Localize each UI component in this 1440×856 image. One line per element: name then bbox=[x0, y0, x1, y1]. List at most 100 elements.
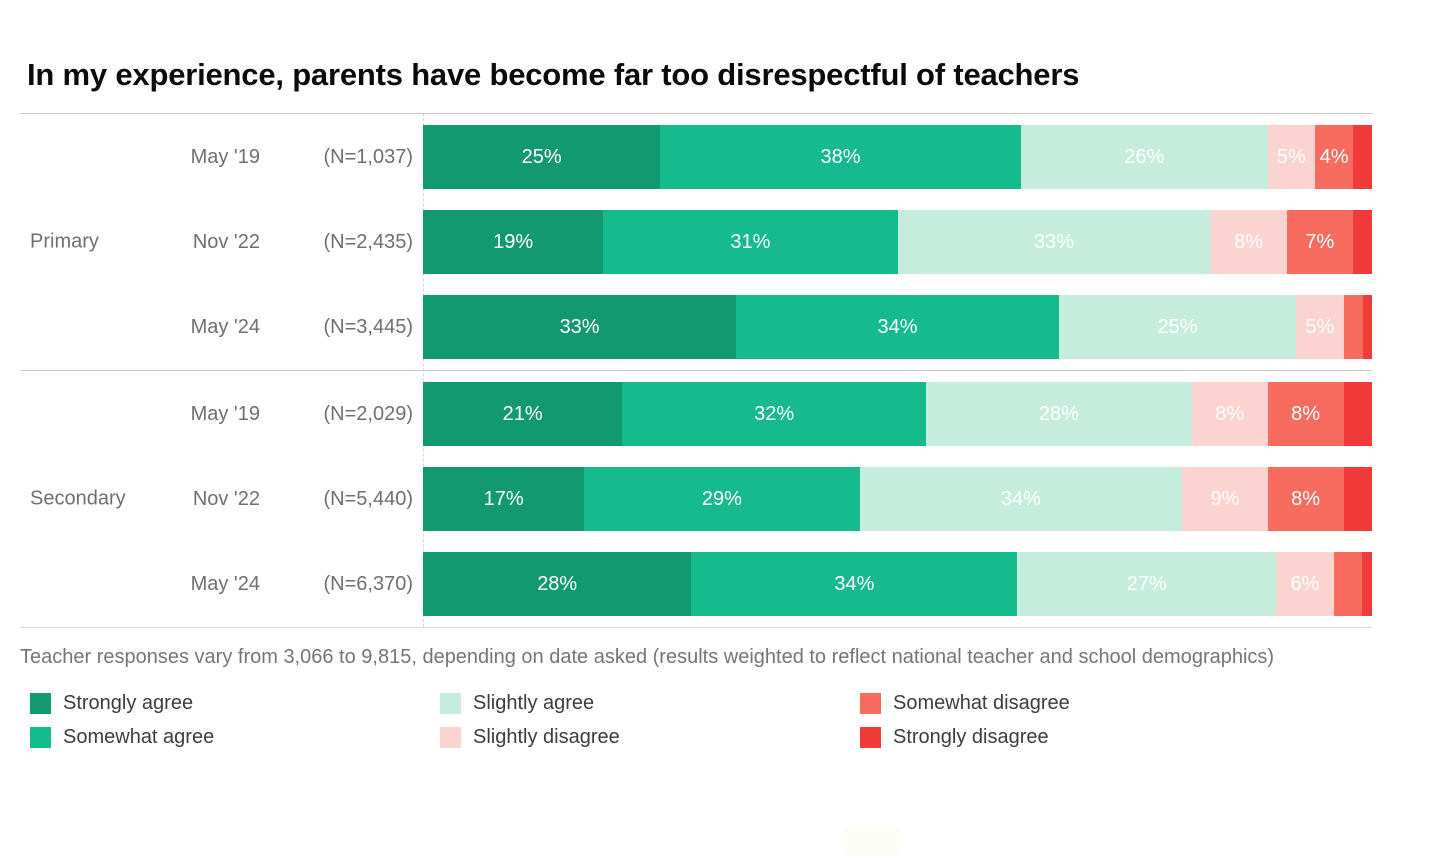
bar-segment-label: 7% bbox=[1305, 230, 1335, 253]
bar-segment-label: 33% bbox=[1034, 230, 1075, 253]
bar-segment-slightly-agree: 25% bbox=[1058, 295, 1297, 359]
stacked-bar: 19% 31% 33% 8% 7% bbox=[423, 210, 1373, 274]
bar-segment-somewhat-disagree: 8% bbox=[1267, 467, 1344, 531]
group-secondary: Secondary May '19 (N=2,029) 21% 32% 28% 8% 8% No… bbox=[20, 370, 1373, 627]
bar-segment-somewhat-agree: 29% bbox=[584, 467, 860, 531]
bar-segment-slightly-disagree: 8% bbox=[1210, 210, 1287, 274]
stacked-bar: 21% 32% 28% 8% 8% bbox=[423, 382, 1373, 446]
bar-segment-somewhat-disagree bbox=[1333, 552, 1363, 616]
bar-segment-label: 33% bbox=[559, 315, 600, 338]
bar-segment-strongly-agree: 21% bbox=[423, 382, 623, 446]
legend-item-strongly-agree: Strongly agree bbox=[30, 692, 440, 715]
legend-swatch-strongly-disagree bbox=[860, 727, 881, 748]
legend-label: Strongly agree bbox=[63, 692, 194, 714]
bar-segment-label: 27% bbox=[1126, 572, 1167, 595]
row-sample-size-label: (N=6,370) bbox=[323, 572, 414, 595]
bar-segment-label: 32% bbox=[754, 402, 795, 425]
bar-segment-slightly-disagree: 6% bbox=[1276, 552, 1334, 616]
bar-segment-label: 5% bbox=[1305, 315, 1335, 338]
legend-swatch-somewhat-agree bbox=[30, 727, 51, 748]
row-sample-size-label: (N=3,445) bbox=[323, 315, 414, 338]
bar-segment-slightly-disagree: 5% bbox=[1296, 295, 1344, 359]
bar-segment-slightly-agree: 26% bbox=[1020, 125, 1268, 189]
legend-label: Somewhat disagree bbox=[893, 692, 1070, 714]
bar-segment-label: 5% bbox=[1276, 145, 1306, 168]
bar-segment-strongly-agree: 33% bbox=[423, 295, 737, 359]
stacked-bar-chart: Primary May '19 (N=1,037) 25% 38% 26% 5% 4% Nov … bbox=[20, 113, 1373, 628]
row-date-label: May '24 bbox=[190, 315, 260, 338]
bar-segment-label: 8% bbox=[1215, 402, 1245, 425]
legend-item-slightly-agree: Slightly agree bbox=[440, 692, 860, 715]
bar-segment-label: 25% bbox=[521, 145, 562, 168]
chart-groups: Primary May '19 (N=1,037) 25% 38% 26% 5% 4% Nov … bbox=[20, 113, 1373, 627]
legend-item-strongly-disagree: Strongly disagree bbox=[860, 726, 1070, 749]
bar-segment-slightly-agree: 27% bbox=[1017, 552, 1277, 616]
bar-segment-strongly-disagree bbox=[1343, 382, 1373, 446]
legend-column: Strongly agree Somewhat agree bbox=[30, 692, 440, 749]
legend-item-somewhat-disagree: Somewhat disagree bbox=[860, 692, 1070, 715]
bar-segment-slightly-agree: 28% bbox=[925, 382, 1192, 446]
legend: Strongly agree Somewhat agree Slightly a… bbox=[30, 692, 1440, 749]
bar-segment-strongly-disagree bbox=[1343, 467, 1372, 531]
bar-segment-label: 28% bbox=[537, 572, 578, 595]
bar-segment-strongly-agree: 28% bbox=[423, 552, 692, 616]
bar-segment-slightly-agree: 33% bbox=[897, 210, 1211, 274]
bar-segment-somewhat-agree: 38% bbox=[660, 125, 1021, 189]
row-date-label: May '19 bbox=[190, 402, 260, 425]
bar-segment-label: 38% bbox=[820, 145, 861, 168]
chart-row: Nov '22 (N=5,440) 17% 29% 34% 9% 8% bbox=[20, 467, 1372, 531]
bar-segment-somewhat-agree: 34% bbox=[736, 295, 1059, 359]
legend-label: Slightly agree bbox=[473, 692, 595, 714]
legend-label: Strongly disagree bbox=[893, 726, 1049, 748]
bar-segment-label: 9% bbox=[1210, 487, 1240, 510]
bar-segment-strongly-disagree bbox=[1353, 125, 1372, 189]
bar-segment-somewhat-disagree: 8% bbox=[1267, 382, 1344, 446]
bar-segment-label: 34% bbox=[834, 572, 875, 595]
bar-segment-label: 31% bbox=[730, 230, 771, 253]
stacked-bar: 28% 34% 27% 6% bbox=[423, 552, 1372, 616]
bar-segment-label: 28% bbox=[1038, 402, 1079, 425]
bar-segment-label: 8% bbox=[1291, 487, 1320, 510]
legend-swatch-somewhat-disagree bbox=[860, 693, 881, 714]
bar-segment-somewhat-agree: 32% bbox=[622, 382, 926, 446]
bar-segment-strongly-agree: 19% bbox=[423, 210, 604, 274]
stacked-bar: 33% 34% 25% 5% bbox=[423, 295, 1372, 359]
chart-row: May '24 (N=6,370) 28% 34% 27% 6% bbox=[20, 552, 1372, 616]
bar-segment-somewhat-disagree: 7% bbox=[1286, 210, 1354, 274]
legend-label: Slightly disagree bbox=[473, 726, 620, 748]
legend-item-slightly-disagree: Slightly disagree bbox=[440, 726, 860, 749]
row-date-label: Nov '22 bbox=[192, 230, 260, 253]
bar-segment-somewhat-disagree: 4% bbox=[1315, 125, 1354, 189]
bar-segment-somewhat-agree: 31% bbox=[603, 210, 898, 274]
bar-segment-label: 4% bbox=[1319, 145, 1349, 168]
bar-segment-label: 19% bbox=[493, 230, 534, 253]
group-label: Secondary bbox=[30, 487, 126, 510]
group-primary: Primary May '19 (N=1,037) 25% 38% 26% 5% 4% Nov … bbox=[20, 113, 1373, 370]
bar-segment-strongly-agree: 25% bbox=[423, 125, 661, 189]
legend-label: Somewhat agree bbox=[63, 726, 215, 748]
watermark bbox=[843, 826, 901, 856]
row-sample-size-label: (N=5,440) bbox=[323, 487, 414, 510]
chart-row: May '24 (N=3,445) 33% 34% 25% 5% bbox=[20, 295, 1372, 359]
bar-segment-strongly-disagree bbox=[1362, 552, 1372, 616]
row-sample-size-label: (N=2,029) bbox=[323, 402, 414, 425]
legend-swatch-strongly-agree bbox=[30, 693, 51, 714]
bar-segment-label: 29% bbox=[701, 487, 742, 510]
stacked-bar: 25% 38% 26% 5% 4% bbox=[423, 125, 1372, 189]
bar-segment-strongly-agree: 17% bbox=[423, 467, 585, 531]
bar-segment-somewhat-disagree bbox=[1343, 295, 1363, 359]
row-date-label: May '19 bbox=[190, 145, 260, 168]
bar-segment-strongly-disagree bbox=[1353, 210, 1373, 274]
bar-segment-label: 8% bbox=[1234, 230, 1264, 253]
bar-segment-slightly-disagree: 9% bbox=[1182, 467, 1268, 531]
bar-segment-slightly-disagree: 5% bbox=[1267, 125, 1316, 189]
row-sample-size-label: (N=1,037) bbox=[323, 145, 414, 168]
legend-swatch-slightly-agree bbox=[440, 693, 461, 714]
bar-segment-label: 8% bbox=[1291, 402, 1321, 425]
bar-segment-label: 17% bbox=[483, 487, 524, 510]
bar-segment-label: 21% bbox=[502, 402, 543, 425]
chart-row: May '19 (N=2,029) 21% 32% 28% 8% 8% bbox=[20, 382, 1373, 446]
legend-column: Somewhat disagree Strongly disagree bbox=[860, 692, 1070, 749]
bar-segment-somewhat-agree: 34% bbox=[691, 552, 1018, 616]
chart-footnote: Teacher responses vary from 3,066 to 9,8… bbox=[20, 646, 1275, 668]
